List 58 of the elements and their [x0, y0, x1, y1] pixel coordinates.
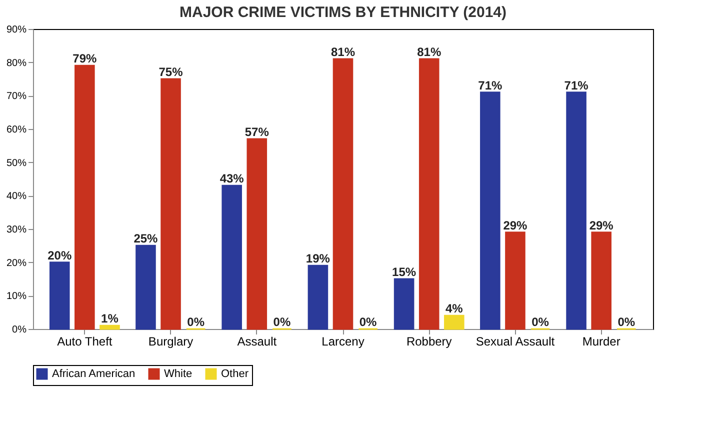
data-label: 0% — [532, 315, 550, 329]
data-label: 57% — [244, 125, 270, 139]
bar — [49, 262, 70, 330]
bar — [136, 244, 156, 330]
data-label: 0% — [359, 315, 378, 329]
bar — [394, 278, 414, 330]
bar — [74, 64, 95, 330]
y-tick-label: 60% — [6, 124, 27, 136]
y-tick-label: 90% — [6, 24, 27, 36]
data-label: 71% — [564, 78, 589, 92]
bar — [308, 264, 328, 330]
data-label: 0% — [618, 315, 636, 329]
bar — [222, 184, 242, 330]
data-label: 0% — [187, 315, 205, 329]
data-label: 79% — [72, 52, 97, 66]
bar — [418, 58, 440, 330]
x-tick-label: Sexual Assault — [476, 334, 556, 348]
bar — [246, 138, 268, 330]
x-tick-label: Auto Theft — [57, 334, 113, 348]
data-label: 20% — [48, 248, 72, 262]
data-label: 29% — [503, 218, 528, 232]
data-label: 81% — [417, 45, 442, 59]
legend-label: White — [164, 368, 192, 380]
bar — [480, 92, 500, 330]
x-tick-label: Assault — [237, 334, 278, 348]
data-label: 1% — [101, 312, 119, 326]
y-tick-label: 30% — [6, 224, 27, 236]
data-label: 71% — [478, 78, 503, 92]
y-tick-label: 50% — [6, 158, 27, 169]
bar — [591, 232, 612, 330]
x-tick-label: Robbery — [406, 334, 452, 348]
legend-label: African American — [52, 368, 136, 380]
bar — [100, 324, 120, 330]
data-label: 0% — [273, 315, 291, 329]
y-tick-label: 70% — [6, 91, 27, 102]
bar — [505, 232, 526, 330]
data-label: 15% — [392, 265, 416, 279]
data-label: 81% — [330, 45, 356, 59]
x-tick-label: Murder — [582, 334, 620, 348]
legend-label: Other — [221, 368, 249, 380]
bar — [160, 78, 181, 330]
data-label: 75% — [158, 65, 184, 79]
y-tick-label: 20% — [6, 258, 27, 269]
y-tick-label: 80% — [6, 58, 27, 69]
y-tick-label: 10% — [6, 291, 27, 302]
x-tick-label: Burglary — [148, 334, 194, 348]
data-label: 43% — [220, 172, 244, 186]
data-label: 19% — [306, 252, 330, 266]
bar — [566, 92, 586, 330]
data-label: 29% — [589, 218, 614, 232]
y-tick-label: 0% — [12, 324, 27, 336]
x-tick-label: Larceny — [322, 334, 364, 348]
y-tick-label: 40% — [6, 191, 27, 202]
bar — [332, 58, 354, 330]
chart-title: MAJOR CRIME VICTIMS BY ETHNICITY (2014) — [180, 4, 506, 21]
data-label: 4% — [445, 302, 464, 316]
bar — [444, 314, 464, 330]
data-label: 25% — [134, 232, 158, 246]
